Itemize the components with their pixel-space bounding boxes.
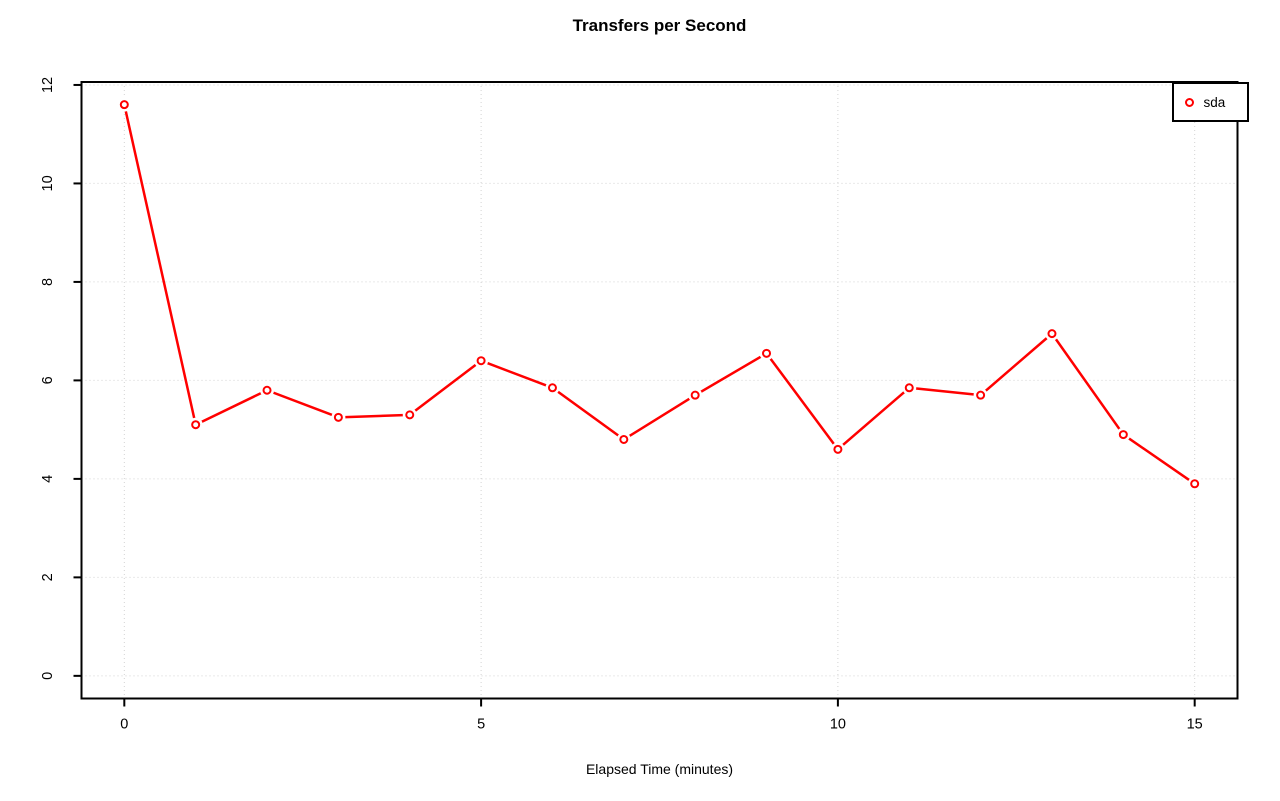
y-tick-label: 12: [40, 77, 56, 93]
x-axis-label: Elapsed Time (minutes): [585, 761, 734, 777]
chart-title: Transfers per Second: [572, 16, 747, 35]
data-point: [333, 412, 343, 422]
data-point: [1047, 329, 1057, 339]
x-tick-label: 15: [1187, 717, 1203, 733]
data-point: [476, 356, 486, 366]
series-line: [123, 103, 1196, 486]
data-point: [904, 383, 914, 393]
y-tick-label: 0: [40, 672, 56, 680]
legend-open-circle-icon: [1184, 97, 1194, 107]
legend: sda: [1171, 82, 1249, 122]
legend-label: sda: [1203, 94, 1226, 110]
data-point: [619, 434, 629, 444]
data-point: [1118, 430, 1128, 440]
data-point: [976, 390, 986, 400]
data-point: [690, 390, 700, 400]
x-tick-label: 0: [120, 717, 128, 733]
x-tick-label: 10: [830, 717, 846, 733]
data-point: [1190, 479, 1200, 489]
data-point: [833, 444, 843, 454]
x-tick-label: 5: [477, 717, 485, 733]
y-tick-label: 10: [40, 175, 56, 191]
plot-border: [80, 81, 1239, 700]
y-tick-label: 8: [40, 278, 56, 286]
y-tick-label: 2: [40, 573, 56, 581]
y-tick-label: 4: [40, 475, 56, 483]
data-point: [547, 383, 557, 393]
y-tick-label: 6: [40, 376, 56, 384]
data-point: [262, 385, 272, 395]
data-point: [119, 100, 129, 110]
data-point: [191, 420, 201, 430]
data-point: [762, 348, 772, 358]
data-point: [405, 410, 415, 420]
